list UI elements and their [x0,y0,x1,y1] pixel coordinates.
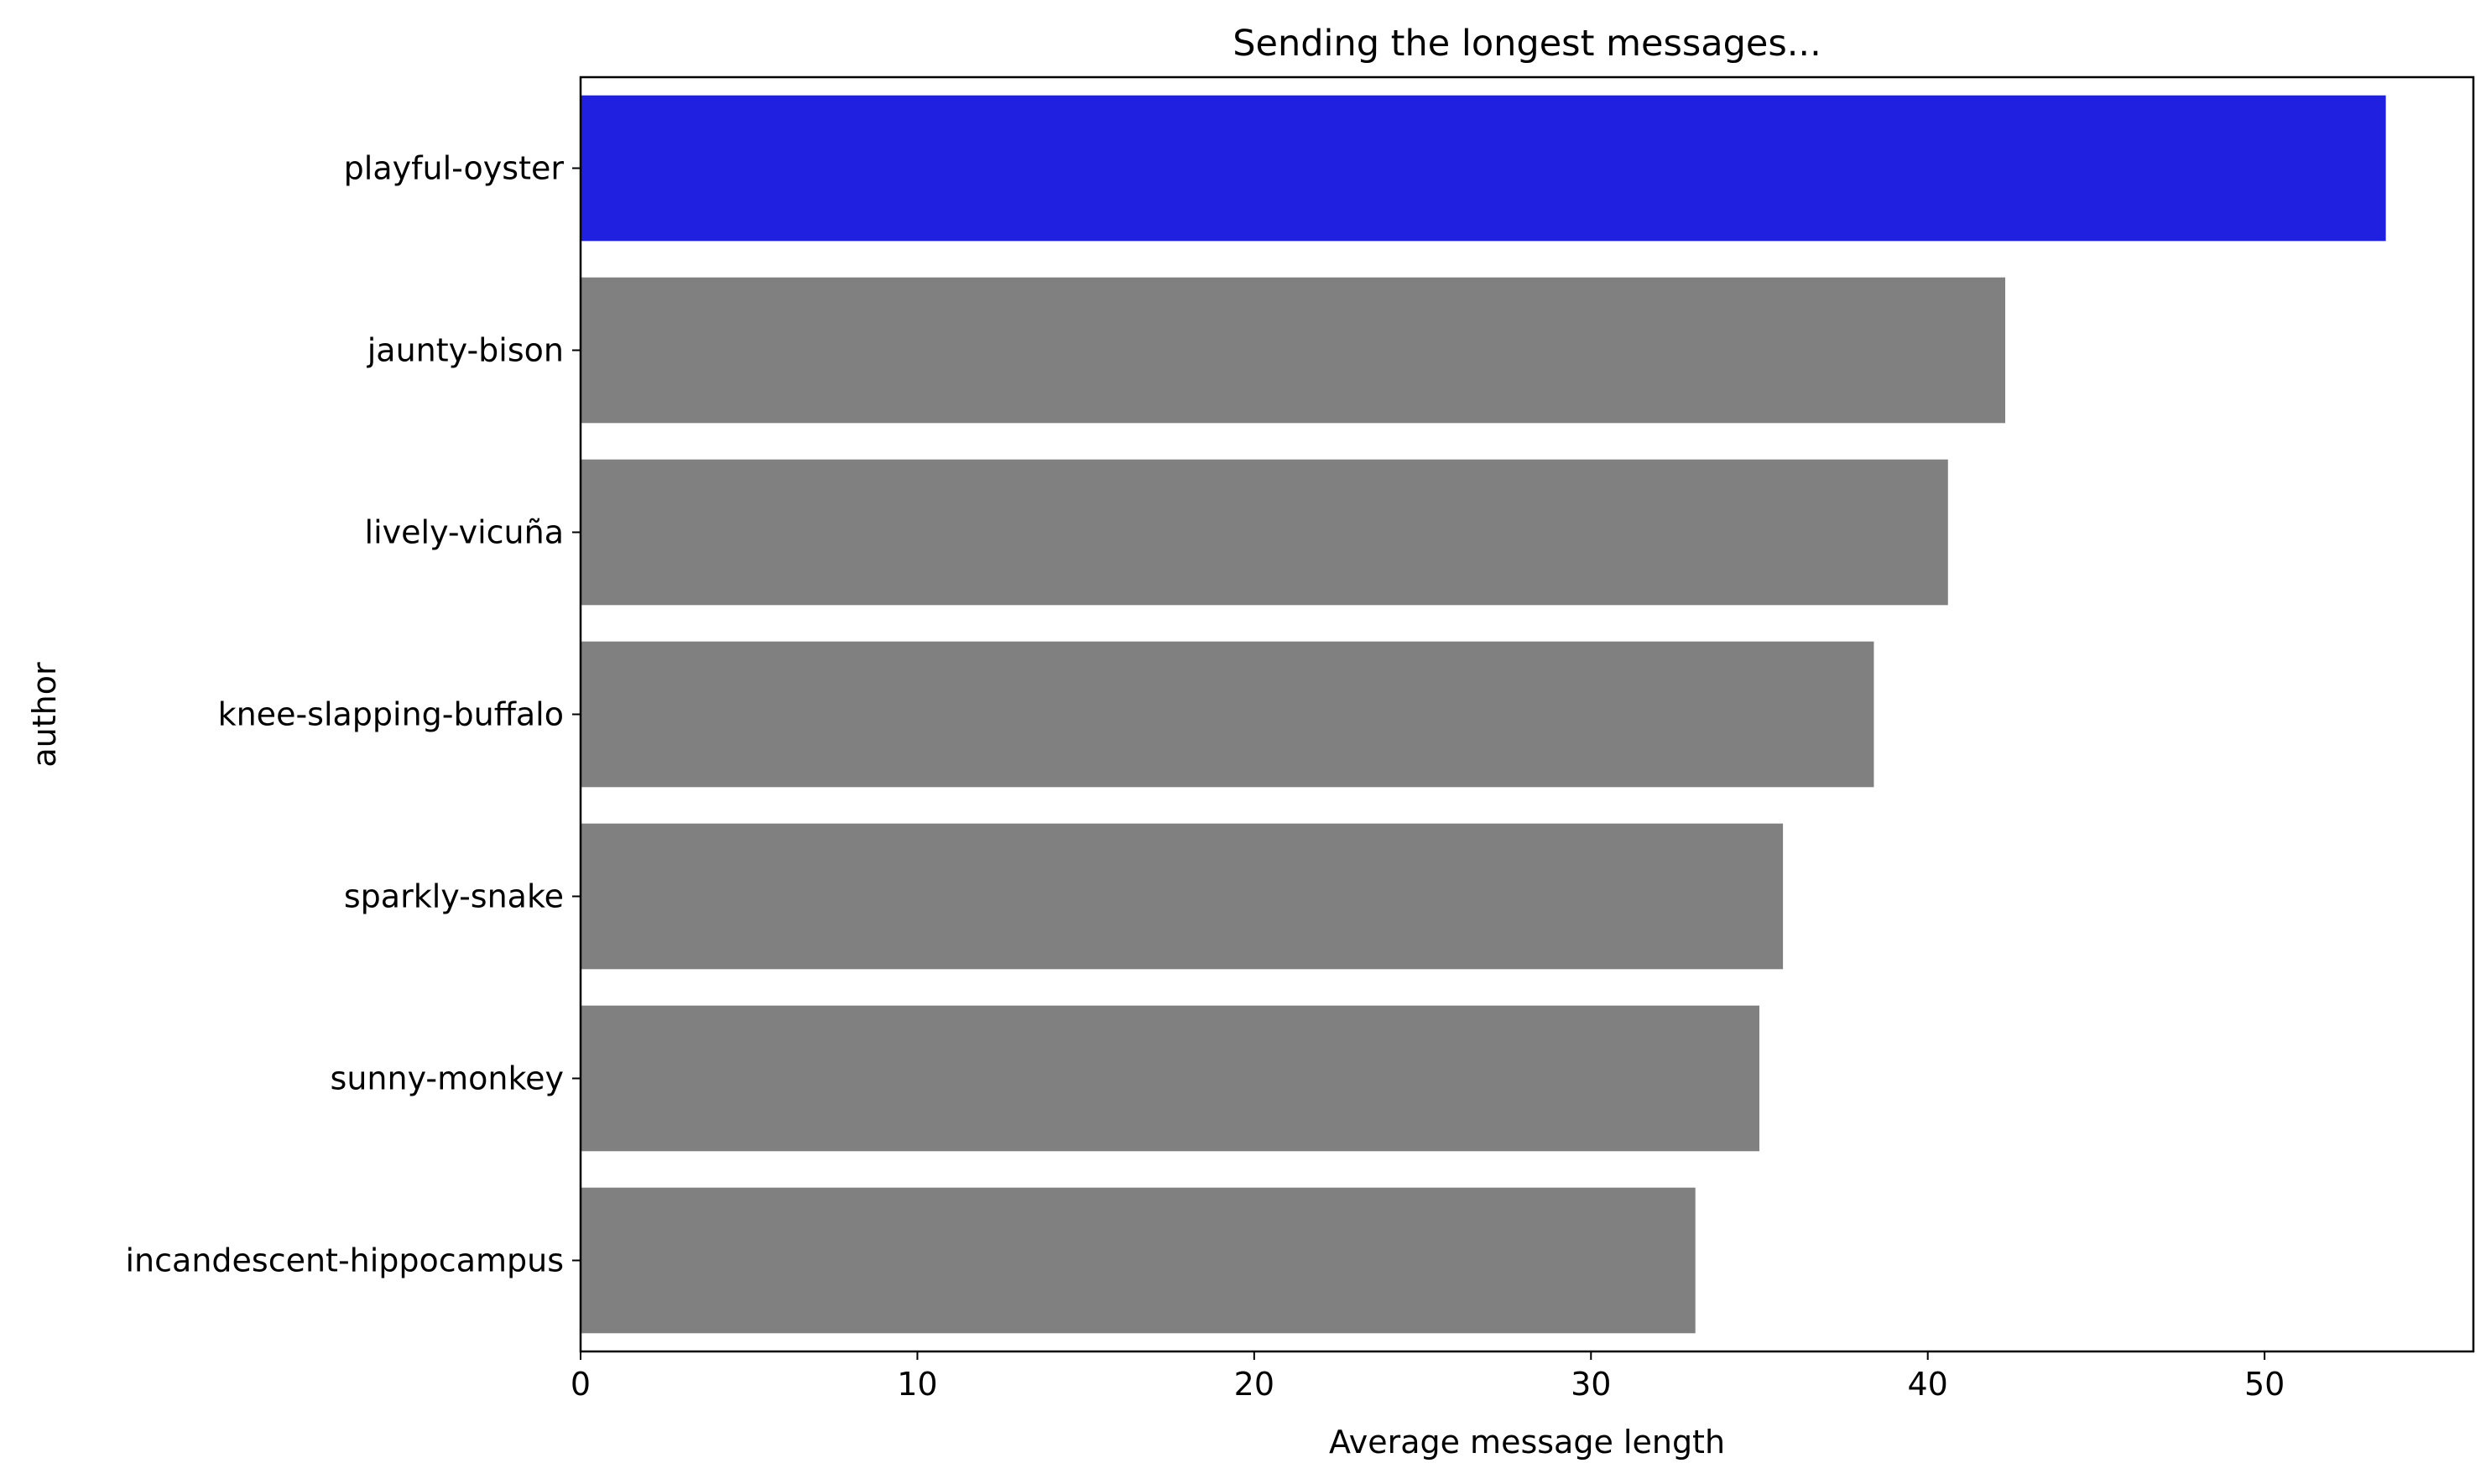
x-tick-label: 40 [1908,1366,1948,1403]
x-tick-label: 30 [1571,1366,1611,1403]
y-tick-label: lively-vicuña [365,514,564,551]
bar-4 [581,823,1784,970]
bar-2 [581,459,1948,606]
x-tick-label: 0 [571,1366,591,1403]
bar-6 [581,1187,1696,1334]
y-axis-label: author [26,662,63,768]
bars-group [581,95,2386,1334]
y-tick-label: sunny-monkey [331,1060,564,1097]
y-tick-label: jaunty-bison [367,332,564,369]
bar-5 [581,1005,1759,1152]
bar-0 [581,95,2386,242]
bar-1 [581,277,2006,424]
y-tick-label: sparkly-snake [344,878,564,915]
y-tick-label: playful-oyster [344,150,565,187]
x-axis-label: Average message length [1329,1424,1725,1461]
y-axis-ticks: playful-oyster jaunty-bison lively-vicuña k… [126,150,581,1279]
y-tick-label: knee-slapping-buffalo [218,696,564,733]
x-tick-label: 20 [1234,1366,1274,1403]
plot-frame [579,76,2475,1353]
chart-title: Sending the longest messages... [1232,23,1821,65]
x-tick-label: 50 [2244,1366,2285,1403]
x-tick-label: 10 [897,1366,937,1403]
y-tick-label: incandescent-hippocampus [126,1242,565,1279]
x-axis-ticks: 0 10 20 30 40 50 [571,1351,2285,1403]
bar-3 [581,641,1874,788]
